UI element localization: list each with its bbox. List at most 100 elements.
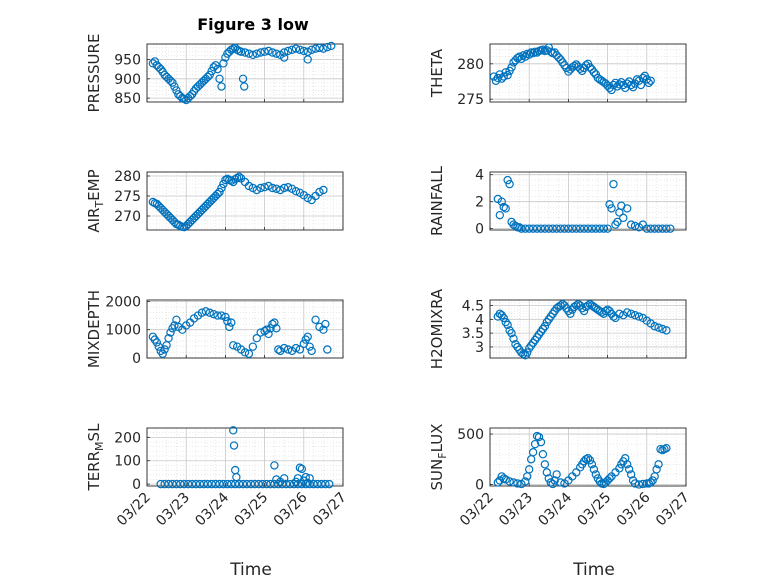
y-axis-label: MIXDEPTH [85,290,103,368]
data-point [623,204,632,213]
data-point [550,476,559,485]
data-point [252,49,261,58]
data-point [262,325,271,334]
axes-box [146,43,344,103]
data-point [180,479,189,489]
data-point [201,307,210,316]
series-markers [493,175,675,233]
data-point [280,183,289,193]
data-point [305,342,314,351]
data-point [213,311,222,320]
data-point [280,53,289,62]
data-point [256,183,265,193]
data-point [299,46,308,56]
y-tick-label: 4.5 [462,299,484,315]
data-point [532,224,542,233]
figure-title: Figure 3 low [197,15,309,34]
data-point [223,479,232,489]
data-point [642,224,652,233]
y-tick-label: 0 [132,351,141,367]
data-point [183,479,193,489]
data-point [613,217,622,227]
data-point [632,75,642,84]
data-point [156,479,165,489]
data-point [623,308,632,317]
data-point [203,72,212,82]
data-point [219,479,228,489]
data-point [501,204,510,213]
data-point [283,46,293,56]
data-point [560,224,569,233]
data-point [274,345,283,354]
y-tick-label: 4 [475,312,484,328]
data-point [187,479,197,489]
data-point [615,80,624,89]
series-markers [148,41,336,105]
data-point [583,301,593,310]
data-point [264,329,273,339]
data-point [268,183,277,193]
data-point [591,470,601,479]
data-point [244,181,254,191]
data-point [205,70,214,80]
y-axis-label: RAINFALL [428,165,446,236]
data-point [148,59,158,68]
data-point [266,479,275,489]
data-point [634,312,644,321]
data-point [307,346,316,356]
data-point [585,456,595,465]
data-point [215,479,224,489]
data-point [515,223,524,232]
data-point [528,48,538,58]
data-point [313,479,322,489]
data-point [507,328,516,338]
data-point [538,45,548,54]
data-point [646,478,655,487]
data-point [568,224,577,233]
data-point [591,224,601,233]
data-point [260,182,269,192]
data-point [291,186,301,196]
data-point [552,224,561,233]
data-point [319,325,328,334]
y-tick-label: 1000 [105,323,141,339]
data-point [270,318,279,327]
series-markers [156,426,334,489]
data-point [544,224,554,233]
data-point [609,80,618,90]
y-axis-label: AIRTEMP [85,169,106,232]
data-point [603,224,612,233]
subplot-theta: 275 280 THETA [428,43,687,108]
data-point [517,224,526,233]
data-point [295,345,305,354]
data-point [503,320,512,330]
data-point [626,220,636,229]
axes-box [489,427,687,487]
data-point [234,172,244,181]
data-point [654,323,663,332]
data-point [254,479,263,489]
data-point [170,82,179,91]
data-point [272,324,281,333]
data-point [240,48,250,57]
data-point [521,477,530,486]
series-markers [489,43,655,95]
data-point [242,479,252,489]
data-point [626,309,636,319]
data-point [638,73,648,83]
data-point [238,74,248,84]
data-point [321,319,330,329]
data-point [619,213,628,223]
data-point [315,43,324,53]
data-point [499,72,508,81]
data-point [536,437,546,447]
data-point [666,224,675,233]
data-point [515,52,524,61]
data-point [654,460,663,469]
subplot-rainfall: 0 2 4 RAINFALL [428,165,687,238]
data-point [280,474,289,483]
axes-box [146,299,344,359]
x-axis-label-left: Time [229,560,272,580]
data-point [530,439,540,449]
data-point [207,479,216,489]
